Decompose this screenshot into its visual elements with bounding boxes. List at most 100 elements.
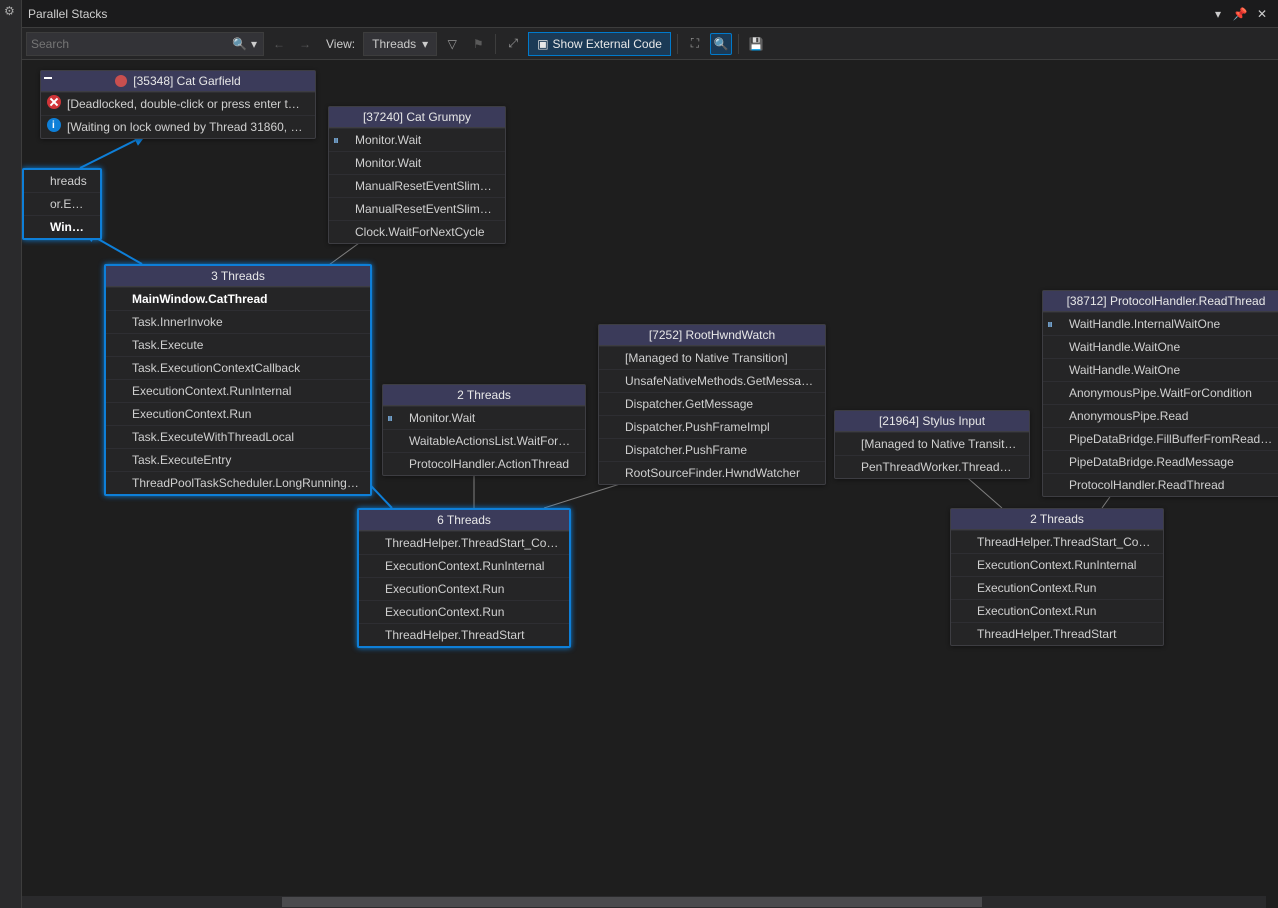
stack-frame[interactable]: ExecutionContext.RunInternal [106,379,370,402]
zoom-icon[interactable]: ⛶ [684,33,706,55]
stack-frame[interactable]: ThreadPoolTaskScheduler.LongRunningThre.… [106,471,370,494]
stack-node-two_a[interactable]: 2 Threads⏸Monitor.WaitWaitableActionsLis… [382,384,586,476]
stack-frame[interactable]: ExecutionContext.RunInternal [951,553,1163,576]
scrollbar-thumb[interactable] [282,897,982,907]
gear-icon[interactable]: ⚙ [4,4,15,18]
stack-frame[interactable]: ExecutionContext.Run [359,600,569,623]
toggle-view-icon[interactable]: 🔍 [710,33,732,55]
frame-text: Dispatcher.PushFrame [625,443,747,457]
node-header[interactable]: 3 Threads [106,266,370,287]
stack-frame[interactable]: ⏸WaitHandle.InternalWaitOne [1043,312,1278,335]
filter-icon[interactable]: ▽ [441,33,463,55]
search-box[interactable]: 🔍 ▾ [26,32,264,56]
stack-frame[interactable]: WaitHandle.WaitOne [1043,335,1278,358]
stack-frame[interactable]: Task.Execute [106,333,370,356]
stack-frame[interactable]: Dispatcher.PushFrame [599,438,825,461]
autoscroll-icon[interactable]: ⤢ [502,33,524,55]
node-header[interactable]: 6 Threads [359,510,569,531]
stack-frame[interactable]: ThreadHelper.ThreadStart_Context [359,531,569,554]
node-header[interactable]: [21964] Stylus Input [835,411,1029,432]
stack-frame[interactable]: ProtocolHandler.ReadThread [1043,473,1278,496]
stack-frame[interactable]: hreads [24,170,100,192]
stack-node-six[interactable]: 6 ThreadsThreadHelper.ThreadStart_Contex… [357,508,571,648]
stack-frame[interactable]: [Waiting on lock owned by Thread 31860, … [41,115,315,138]
stack-node-grumpy[interactable]: [37240] Cat Grumpy⏸Monitor.WaitMonitor.W… [328,106,506,244]
search-dropdown-icon[interactable]: ▾ [249,37,259,51]
stack-frame[interactable]: Task.ExecuteEntry [106,448,370,471]
stack-frame[interactable]: RootSourceFinder.HwndWatcher [599,461,825,484]
frame-text: [Managed to Native Transition] [861,437,1024,451]
err-icon [47,95,61,109]
stack-frame[interactable]: ThreadHelper.ThreadStart [951,622,1163,645]
stack-frame[interactable]: AnonymousPipe.Read [1043,404,1278,427]
stack-frame[interactable]: Task.ExecuteWithThreadLocal [106,425,370,448]
stack-frame[interactable]: Monitor.Wait [329,151,505,174]
stack-frame[interactable]: ⏸Monitor.Wait [383,406,585,429]
stack-frame[interactable]: or.Enter [24,192,100,215]
frame-text: AnonymousPipe.Read [1069,409,1188,423]
stacks-canvas[interactable]: [35348] Cat Garfield[Deadlocked, double-… [22,60,1278,896]
chevron-down-icon[interactable]: ▾ [1208,4,1228,24]
stack-frame[interactable]: Dispatcher.GetMessage [599,392,825,415]
stack-frame[interactable]: [Managed to Native Transition] [599,346,825,369]
stack-node-three[interactable]: 3 ThreadsMainWindow.CatThreadTask.InnerI… [104,264,372,496]
stack-frame[interactable]: Task.ExecutionContextCallback [106,356,370,379]
stack-frame[interactable]: [Deadlocked, double-click or press enter… [41,92,315,115]
view-select[interactable]: Threads ▾ [363,32,437,56]
titlebar: Parallel Stacks ▾ 📌 ✕ [22,0,1278,28]
node-header[interactable]: 2 Threads [383,385,585,406]
stack-frame[interactable]: ManualResetEventSlim.Wait [329,174,505,197]
stack-frame[interactable]: PipeDataBridge.ReadMessage [1043,450,1278,473]
stack-frame[interactable]: MainWindow.CatThread [106,287,370,310]
stack-frame[interactable]: ExecutionContext.Run [359,577,569,600]
stack-frame[interactable]: ExecutionContext.Run [106,402,370,425]
stack-frame[interactable]: ThreadHelper.ThreadStart_Context [951,530,1163,553]
stack-frame[interactable]: ⏸Monitor.Wait [329,128,505,151]
stack-frame[interactable]: ThreadHelper.ThreadStart [359,623,569,646]
frame-text: or.Enter [50,197,92,211]
stack-frame[interactable]: [Managed to Native Transition] [835,432,1029,455]
stack-node-partial[interactable]: hreads or.Enter Window.Buy [22,168,102,240]
stack-frame[interactable]: WaitHandle.WaitOne [1043,358,1278,381]
nav-back-icon: ← [268,33,290,55]
stack-frame[interactable]: ExecutionContext.Run [951,599,1163,622]
wait-icon: ⏸ [387,409,401,423]
stack-frame[interactable]: WaitableActionsList.WaitForData [383,429,585,452]
frame-text: ExecutionContext.Run [977,581,1096,595]
stack-frame[interactable]: Clock.WaitForNextCycle [329,220,505,243]
stack-frame[interactable]: ManualResetEventSlim.Wait [329,197,505,220]
node-header[interactable]: 2 Threads [951,509,1163,530]
node-header[interactable]: [7252] RootHwndWatch [599,325,825,346]
node-header[interactable]: [35348] Cat Garfield [41,71,315,92]
stack-frame[interactable]: AnonymousPipe.WaitForCondition [1043,381,1278,404]
frame-text: ExecutionContext.RunInternal [977,558,1136,572]
frame-text: ThreadHelper.ThreadStart [977,627,1116,641]
stack-frame[interactable]: PenThreadWorker.ThreadProc [835,455,1029,478]
close-icon[interactable]: ✕ [1252,4,1272,24]
stack-node-root[interactable]: [7252] RootHwndWatch [Managed to Native T… [598,324,826,485]
frame-text: [Managed to Native Transition] [625,351,788,365]
info-icon [47,118,61,132]
horizontal-scrollbar[interactable] [22,896,1266,908]
node-header[interactable]: [38712] ProtocolHandler.ReadThread [1043,291,1278,312]
view-value: Threads [372,37,416,51]
stack-frame[interactable]: ExecutionContext.RunInternal [359,554,569,577]
stack-frame[interactable]: ProtocolHandler.ActionThread [383,452,585,475]
stack-frame[interactable]: UnsafeNativeMethods.GetMessageW [599,369,825,392]
stack-frame[interactable]: Task.InnerInvoke [106,310,370,333]
search-icon[interactable]: 🔍 [230,37,249,51]
stack-frame[interactable]: Window.Buy [24,215,100,238]
stack-node-stylus[interactable]: [21964] Stylus Input [Managed to Native T… [834,410,1030,479]
pin-icon[interactable]: 📌 [1230,4,1250,24]
stack-frame[interactable]: Dispatcher.PushFrameImpl [599,415,825,438]
save-icon[interactable]: 💾 [745,33,767,55]
stack-node-proto[interactable]: [38712] ProtocolHandler.ReadThread⏸WaitH… [1042,290,1278,497]
stack-node-garfield[interactable]: [35348] Cat Garfield[Deadlocked, double-… [40,70,316,139]
search-input[interactable] [31,37,230,51]
frame-text: ProtocolHandler.ReadThread [1069,478,1224,492]
show-external-code-toggle[interactable]: ▣ Show External Code [528,32,671,56]
node-header[interactable]: [37240] Cat Grumpy [329,107,505,128]
stack-frame[interactable]: ExecutionContext.Run [951,576,1163,599]
stack-node-two_b[interactable]: 2 ThreadsThreadHelper.ThreadStart_Contex… [950,508,1164,646]
stack-frame[interactable]: PipeDataBridge.FillBufferFromReadPipe [1043,427,1278,450]
